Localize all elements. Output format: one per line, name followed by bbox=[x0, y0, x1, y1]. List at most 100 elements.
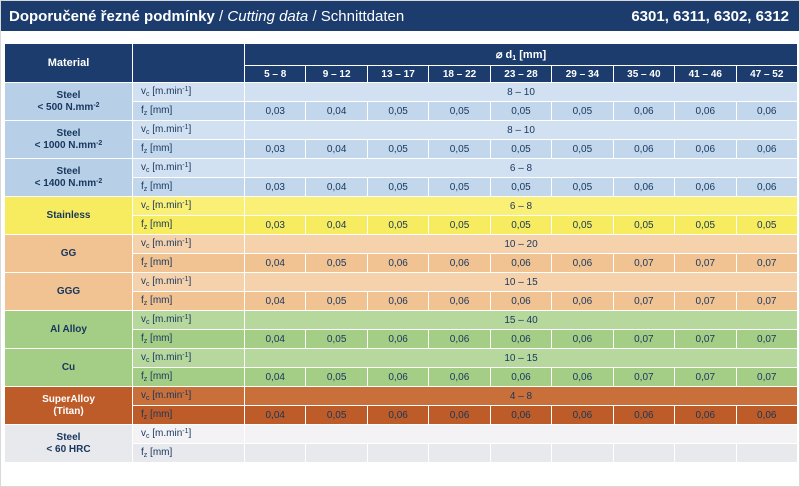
param-column-header-blank bbox=[132, 43, 245, 83]
param-label-fz: fz [mm] bbox=[132, 405, 245, 425]
vc-value: 10 – 15 bbox=[244, 348, 798, 368]
material-spec: < 1000 N.mm-2 bbox=[34, 139, 103, 151]
fz-value: 0,05 bbox=[551, 215, 614, 235]
fz-value: 0,06 bbox=[489, 405, 553, 425]
fz-value: 0,04 bbox=[243, 405, 307, 425]
vc-value: 4 – 8 bbox=[244, 386, 798, 406]
fz-value: 0,07 bbox=[674, 291, 737, 311]
material-spec: < 1400 N.mm-2 bbox=[34, 177, 103, 189]
fz-value: 0,06 bbox=[366, 367, 430, 387]
fz-value: 0,06 bbox=[735, 101, 798, 121]
material-cell: GGG bbox=[4, 272, 133, 311]
fz-value: 0,06 bbox=[612, 101, 676, 121]
material-name: Stainless bbox=[46, 209, 91, 221]
material-cell: Stainless bbox=[4, 196, 133, 235]
fz-value: 0,05 bbox=[305, 367, 368, 387]
fz-value bbox=[735, 443, 798, 463]
fz-value: 0,05 bbox=[428, 139, 491, 159]
fz-value: 0,05 bbox=[551, 139, 614, 159]
fz-value: 0,03 bbox=[243, 177, 307, 197]
title-separator: / bbox=[308, 7, 321, 25]
fz-value bbox=[489, 443, 553, 463]
diameter-range-header: 13 – 17 bbox=[366, 65, 430, 83]
fz-value: 0,07 bbox=[612, 253, 676, 273]
fz-value: 0,04 bbox=[305, 215, 368, 235]
fz-value: 0,05 bbox=[428, 215, 491, 235]
fz-value: 0,05 bbox=[305, 405, 368, 425]
fz-value bbox=[428, 443, 491, 463]
param-label-vc: vc [m.min-1] bbox=[132, 82, 245, 102]
param-label-vc: vc [m.min-1] bbox=[132, 158, 245, 178]
fz-value: 0,05 bbox=[366, 139, 430, 159]
diameter-range-header: 9 – 12 bbox=[305, 65, 368, 83]
param-label-fz: fz [mm] bbox=[132, 139, 245, 159]
fz-value: 0,03 bbox=[243, 215, 307, 235]
material-cell: Steel < 60 HRC bbox=[4, 424, 133, 463]
fz-value: 0,05 bbox=[428, 101, 491, 121]
fz-value: 0,06 bbox=[428, 253, 491, 273]
fz-value: 0,06 bbox=[489, 367, 553, 387]
material-cell: Steel < 500 N.mm-2 bbox=[4, 82, 133, 121]
diameter-range-header: 29 – 34 bbox=[551, 65, 614, 83]
fz-value: 0,06 bbox=[551, 291, 614, 311]
vc-value: 8 – 10 bbox=[244, 82, 798, 102]
fz-value: 0,05 bbox=[674, 215, 737, 235]
vc-value: 10 – 15 bbox=[244, 272, 798, 292]
fz-value: 0,04 bbox=[243, 253, 307, 273]
fz-value: 0,05 bbox=[366, 177, 430, 197]
fz-value bbox=[305, 443, 368, 463]
fz-value: 0,05 bbox=[735, 215, 798, 235]
fz-value: 0,04 bbox=[305, 101, 368, 121]
fz-value: 0,06 bbox=[612, 405, 676, 425]
fz-value: 0,06 bbox=[366, 329, 430, 349]
fz-value: 0,06 bbox=[551, 367, 614, 387]
fz-value: 0,05 bbox=[489, 139, 553, 159]
diameter-range-header: 41 – 46 bbox=[674, 65, 737, 83]
fz-value: 0,06 bbox=[428, 367, 491, 387]
diameter-range-header: 18 – 22 bbox=[428, 65, 491, 83]
fz-value: 0,05 bbox=[612, 215, 676, 235]
fz-value: 0,03 bbox=[243, 139, 307, 159]
param-label-fz: fz [mm] bbox=[132, 367, 245, 387]
fz-value: 0,07 bbox=[735, 329, 798, 349]
material-name: Cu bbox=[61, 361, 76, 373]
fz-value bbox=[674, 443, 737, 463]
material-cell: Al Alloy bbox=[4, 310, 133, 349]
fz-value: 0,05 bbox=[366, 101, 430, 121]
diameter-symbol: ⌀ bbox=[495, 48, 506, 61]
fz-value: 0,05 bbox=[489, 177, 553, 197]
fz-value: 0,06 bbox=[366, 405, 430, 425]
param-label-vc: vc [m.min-1] bbox=[132, 120, 245, 140]
fz-value: 0,05 bbox=[551, 101, 614, 121]
vc-value: 10 – 20 bbox=[244, 234, 798, 254]
fz-value: 0,07 bbox=[612, 329, 676, 349]
fz-value: 0,06 bbox=[551, 329, 614, 349]
material-name: Steel bbox=[56, 90, 81, 101]
param-label-fz: fz [mm] bbox=[132, 177, 245, 197]
fz-value: 0,06 bbox=[612, 177, 676, 197]
fz-value: 0,06 bbox=[428, 329, 491, 349]
fz-value: 0,05 bbox=[551, 177, 614, 197]
fz-value: 0,06 bbox=[428, 405, 491, 425]
page-title: Doporučené řezné podmínky / Cutting data… bbox=[9, 8, 404, 25]
fz-value: 0,07 bbox=[735, 253, 798, 273]
material-name: Al Alloy bbox=[50, 323, 87, 335]
fz-value: 0,05 bbox=[305, 329, 368, 349]
param-label-vc: vc [m.min-1] bbox=[132, 386, 245, 406]
diameter-header: ⌀ d1 [mm] bbox=[244, 43, 798, 66]
fz-value bbox=[243, 443, 307, 463]
fz-value: 0,06 bbox=[489, 291, 553, 311]
fz-value: 0,06 bbox=[366, 291, 430, 311]
fz-value: 0,06 bbox=[674, 177, 737, 197]
fz-value: 0,07 bbox=[612, 367, 676, 387]
fz-value: 0,05 bbox=[305, 291, 368, 311]
fz-value bbox=[612, 443, 676, 463]
fz-value: 0,05 bbox=[366, 215, 430, 235]
material-name: SuperAlloy bbox=[42, 394, 95, 405]
material-cell: Steel < 1000 N.mm-2 bbox=[4, 120, 133, 159]
vc-value bbox=[244, 424, 798, 444]
material-column-header: Material bbox=[4, 43, 133, 83]
param-label-fz: fz [mm] bbox=[132, 101, 245, 121]
